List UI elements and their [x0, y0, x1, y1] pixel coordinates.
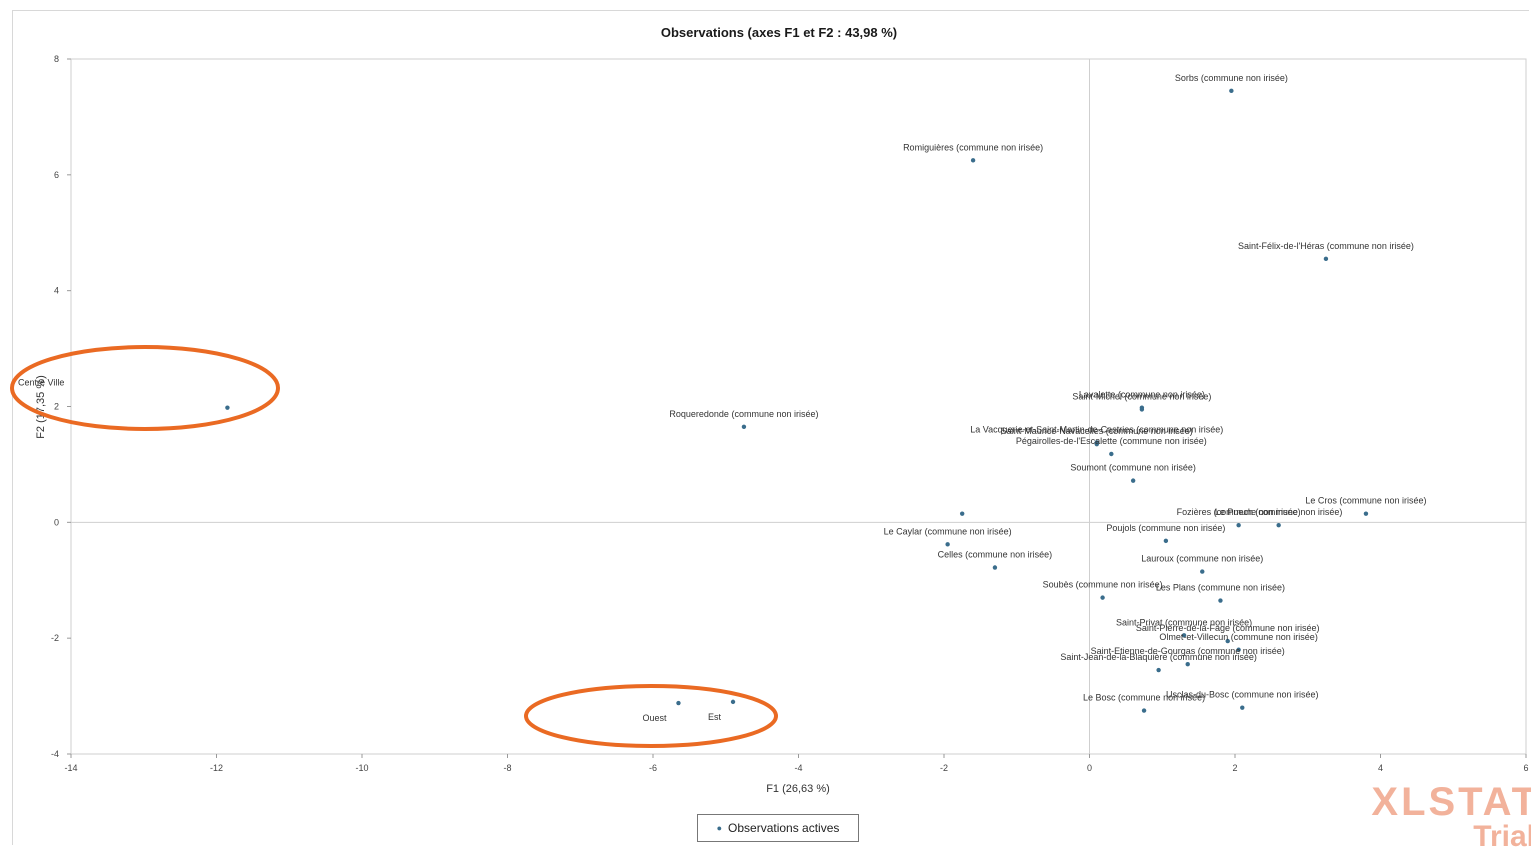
x-axis-label: F1 (26,63 %): [766, 783, 830, 795]
point-label: Olmet-et-Villecun (commune non irisée): [1159, 632, 1317, 642]
xlstat-trial-watermark: XLSTAT Trial: [1291, 782, 1531, 847]
data-point: [1185, 662, 1190, 667]
y-tick-label: -4: [51, 749, 59, 759]
point-label: Saint-Privat (commune non irisée): [1116, 617, 1252, 627]
plot-area: -14 -12 -10 -8 -6 -4 -2 0 2 4 6 -4 -2 0 2 4 6 8 Sorbs (com…: [18, 54, 1529, 773]
data-point: [970, 158, 976, 163]
x-tick-label: -4: [794, 763, 802, 773]
legend-marker-icon: ●: [716, 823, 723, 833]
y-axis-label: F2 (17,35 %): [35, 375, 47, 439]
point-label: Ouest: [642, 713, 667, 723]
data-point: [1141, 708, 1147, 713]
data-point: [1276, 523, 1281, 528]
legend-label: Observations actives: [728, 821, 840, 835]
point-label: Saint-Jean-de-la-Blaquière (commune non …: [1060, 652, 1257, 662]
point-label: Soubès (commune non irisée): [1043, 580, 1163, 590]
watermark-line2: Trial: [1473, 820, 1531, 847]
x-tick-label: -14: [64, 763, 77, 773]
x-tick-label: 0: [1087, 763, 1092, 773]
data-point: [741, 424, 747, 429]
data-point: [1156, 667, 1161, 673]
data-point: [225, 405, 230, 410]
data-point: [959, 511, 965, 516]
point-label: Romiguières (commune non irisée): [903, 142, 1043, 152]
data-point: [730, 699, 736, 705]
point-label: Saint-Michel (commune non irisée): [1072, 391, 1211, 401]
highlight-ellipse-centre-ville: [10, 345, 280, 431]
point-label: Saint-Etienne-de-Gourgas (commune non ir…: [1091, 646, 1285, 656]
data-point: [1363, 511, 1369, 516]
x-tick-label: -8: [503, 763, 511, 773]
data-point: [1130, 478, 1136, 483]
point-label: Roqueredonde (commune non irisée): [669, 409, 818, 419]
plot-border: [70, 58, 1527, 755]
data-point: [1236, 647, 1241, 652]
point-label: Le Bosc (commune non irisée): [1083, 693, 1205, 703]
point-label: Lauroux (commune non irisée): [1141, 554, 1263, 564]
y-tick-label: -2: [51, 633, 59, 643]
x-tick-label: -10: [355, 763, 368, 773]
highlight-annotations: [10, 345, 778, 748]
chart-frame: [12, 10, 1529, 845]
point-label: Le Puech (commune non irisée): [1215, 507, 1343, 517]
y-tick-label: 8: [54, 54, 59, 64]
data-point: [1200, 569, 1205, 574]
point-label: Le Cros (commune non irisée): [1305, 496, 1426, 506]
data-point: [1094, 441, 1099, 447]
point-label: Le Caylar (commune non irisée): [884, 526, 1012, 536]
point-label: Celles (commune non irisée): [938, 550, 1053, 560]
x-tick-label: 6: [1523, 763, 1528, 773]
y-tick-label: 6: [54, 170, 59, 180]
point-label: Saint-Félix-de-l'Héras (commune non iris…: [1238, 241, 1414, 251]
data-point: [1229, 88, 1234, 94]
x-tick-label: 2: [1232, 763, 1237, 773]
chart-legend: ● Observations actives: [697, 814, 859, 842]
highlight-ellipse-ouest-est: [524, 684, 778, 748]
point-label: Saint-Maurice-Navacelles (commune non ir…: [1001, 426, 1193, 436]
x-tick-label: -2: [940, 763, 948, 773]
point-label: Poujols (commune non irisée): [1106, 523, 1225, 533]
point-label: Usclas-du-Bosc (commune non irisée): [1166, 690, 1319, 700]
point-label: Soumont (commune non irisée): [1070, 463, 1196, 473]
data-point: [1181, 633, 1187, 638]
data-point: [1100, 595, 1105, 600]
point-label: Lavalette (commune non irisée): [1079, 390, 1205, 400]
point-label: Les Plans (commune non irisée): [1156, 583, 1285, 593]
data-point: [1225, 638, 1230, 644]
point-label: Pégairolles-de-l'Escalette (commune non …: [1016, 436, 1207, 446]
point-label: Centre Ville: [18, 378, 64, 388]
point-label: La Vacquerie-et-Saint-Martin-de-Castries…: [970, 424, 1223, 434]
y-tick-label: 4: [54, 286, 59, 296]
data-point: [1218, 598, 1223, 603]
data-point: [1323, 256, 1329, 262]
data-point: [676, 700, 681, 706]
x-tick-label: -6: [649, 763, 657, 773]
point-label: Saint-Pierre-de-la-Fage (commune non iri…: [1136, 623, 1320, 633]
data-point: [992, 565, 998, 570]
data-point: [1139, 407, 1145, 412]
data-point: [1109, 451, 1114, 457]
data-point: [1240, 705, 1245, 710]
x-tick-label: 4: [1378, 763, 1383, 773]
x-tick-label: -12: [210, 763, 223, 773]
chart-title: Observations (axes F1 et F2 : 43,98 %): [661, 25, 897, 40]
y-tick-label: 2: [54, 402, 59, 412]
point-label: Sorbs (commune non irisée): [1175, 73, 1288, 83]
point-label: Est: [708, 712, 722, 722]
watermark-line1: XLSTAT: [1371, 782, 1531, 824]
data-point: [1163, 538, 1169, 544]
point-label: Fozières (commune non irisée): [1177, 507, 1301, 517]
data-point: [945, 542, 950, 547]
y-tick-label: 0: [54, 517, 59, 527]
data-point: [1236, 523, 1241, 528]
